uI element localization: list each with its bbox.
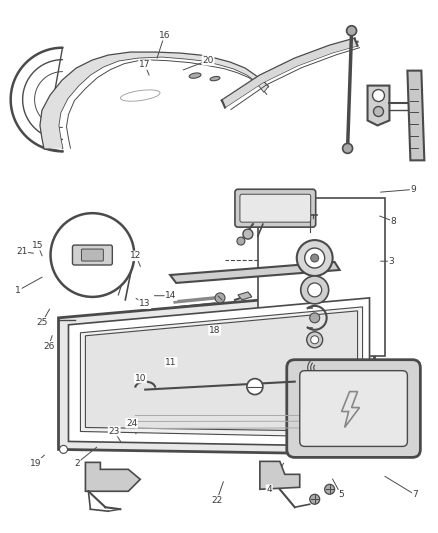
Circle shape [297,240,332,276]
Polygon shape [68,298,370,447]
FancyBboxPatch shape [300,370,407,447]
Circle shape [60,446,67,454]
Circle shape [215,293,225,303]
Polygon shape [85,311,357,432]
Text: 19: 19 [30,458,41,467]
FancyBboxPatch shape [81,249,103,261]
Circle shape [305,248,325,268]
Text: 12: 12 [131,252,142,261]
Text: 5: 5 [339,490,344,499]
Text: 23: 23 [109,427,120,435]
Circle shape [310,313,320,323]
Text: 9: 9 [410,185,416,194]
FancyBboxPatch shape [258,198,385,356]
Text: 1: 1 [15,286,21,295]
FancyBboxPatch shape [287,360,420,457]
Circle shape [307,332,323,348]
Circle shape [325,484,335,494]
Text: 25: 25 [36,318,48,327]
Text: 14: 14 [165,291,177,300]
Polygon shape [41,53,268,148]
Text: 17: 17 [139,60,151,69]
Text: 26: 26 [43,342,54,351]
Ellipse shape [210,76,220,80]
Text: 21: 21 [16,247,27,256]
Circle shape [343,143,353,154]
Polygon shape [85,462,140,491]
Circle shape [311,336,319,344]
Polygon shape [260,462,300,489]
Text: 7: 7 [413,490,418,499]
Text: 22: 22 [211,496,223,505]
Circle shape [50,213,134,297]
Polygon shape [238,292,252,300]
Polygon shape [81,307,363,438]
Circle shape [310,494,320,504]
Circle shape [237,237,245,245]
Text: 20: 20 [202,56,214,65]
Text: 2: 2 [74,458,80,467]
Text: 10: 10 [134,374,146,383]
Circle shape [308,283,321,297]
Polygon shape [170,262,339,283]
Circle shape [247,378,263,394]
Polygon shape [367,86,389,125]
Text: 8: 8 [391,217,396,226]
Circle shape [311,254,319,262]
Text: 24: 24 [126,419,137,428]
Ellipse shape [189,73,201,78]
Text: 15: 15 [32,241,43,250]
Polygon shape [222,39,357,108]
FancyBboxPatch shape [235,189,316,227]
Text: 18: 18 [209,326,220,335]
Polygon shape [59,290,374,455]
Text: 3: 3 [389,257,394,265]
Text: 13: 13 [139,299,151,308]
Polygon shape [407,71,424,160]
Text: 16: 16 [159,31,170,40]
Circle shape [346,26,357,36]
Circle shape [374,107,384,117]
Text: 11: 11 [165,358,177,367]
FancyBboxPatch shape [72,245,112,265]
Circle shape [243,229,253,239]
FancyBboxPatch shape [240,194,311,222]
Circle shape [372,90,385,101]
Circle shape [301,276,328,304]
Text: 4: 4 [266,485,272,494]
